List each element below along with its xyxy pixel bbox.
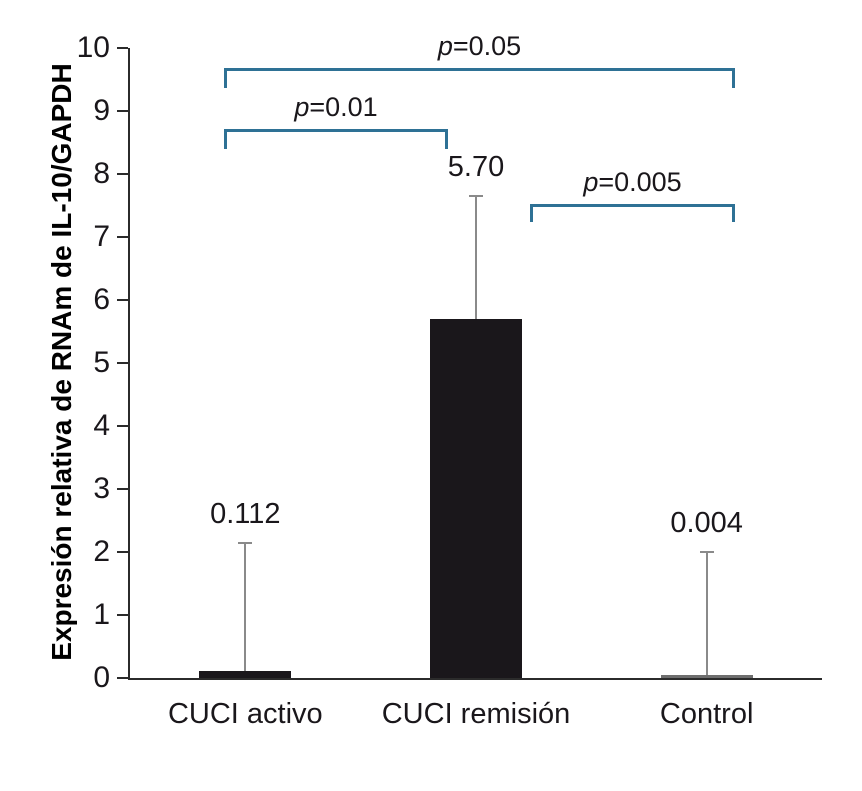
error-bar-cap — [238, 541, 253, 544]
y-axis-tick — [117, 299, 128, 301]
y-axis-tick — [117, 425, 128, 427]
p-value-prefix: p — [583, 167, 599, 197]
bar-value-label: 0.112 — [210, 497, 281, 530]
y-axis-tick-label: 9 — [93, 94, 110, 127]
significance-label-3: p=0.005 — [533, 167, 733, 197]
category-label: Control — [659, 698, 754, 730]
category-label: CUCI remisión — [381, 698, 571, 730]
y-axis-tick-label: 5 — [93, 346, 110, 379]
bar-value-label: 5.70 — [447, 151, 505, 184]
error-bar-whisker — [475, 196, 477, 319]
y-axis-tick — [117, 614, 128, 616]
y-axis-tick-label: 4 — [93, 409, 110, 442]
bar-2 — [430, 318, 522, 678]
p-value-text: =0.05 — [452, 31, 522, 61]
y-axis-tick — [117, 677, 128, 679]
significance-bracket-2 — [224, 129, 448, 149]
y-axis-tick — [117, 47, 128, 49]
y-axis-tick-label: 0 — [93, 661, 110, 694]
error-bar-cap — [699, 551, 714, 553]
y-axis-tick — [117, 488, 128, 490]
y-axis-tick-label: 8 — [93, 157, 110, 190]
significance-bracket-1 — [224, 68, 735, 88]
bar-value-label: 0.004 — [670, 507, 743, 539]
y-axis-tick-label: 6 — [93, 283, 110, 316]
plot-area: 0 1 2 3 4 5 6 7 8 9 10 0.112 CUCI activo 5.70 CUCI rem… — [77, 31, 822, 730]
y-axis-tick — [117, 236, 128, 238]
y-axis-tick — [117, 551, 128, 553]
y-axis-tick-label: 1 — [93, 598, 110, 631]
error-bar-cap — [469, 195, 483, 198]
p-value-text: =0.005 — [598, 167, 682, 197]
y-axis-tick — [117, 110, 128, 112]
y-axis-tick-label: 7 — [93, 220, 110, 253]
p-value-prefix: p — [437, 31, 453, 61]
y-axis-tick-label: 2 — [93, 535, 110, 568]
category-label: CUCI activo — [167, 698, 323, 730]
error-bar-whisker — [705, 552, 708, 675]
p-value-text: =0.01 — [309, 92, 378, 122]
significance-bracket-3 — [530, 204, 735, 222]
error-bar-whisker — [244, 542, 247, 671]
significance-label-1: p=0.05 — [380, 31, 580, 61]
y-axis-tick-label: 10 — [76, 31, 110, 64]
bar-3 — [660, 675, 753, 678]
significance-label-2: p=0.01 — [236, 92, 436, 122]
bar-1 — [199, 670, 292, 678]
y-axis-tick — [117, 173, 128, 175]
p-value-prefix: p — [294, 92, 310, 122]
y-axis-tick-label: 3 — [93, 472, 110, 505]
y-axis-tick — [117, 362, 128, 364]
